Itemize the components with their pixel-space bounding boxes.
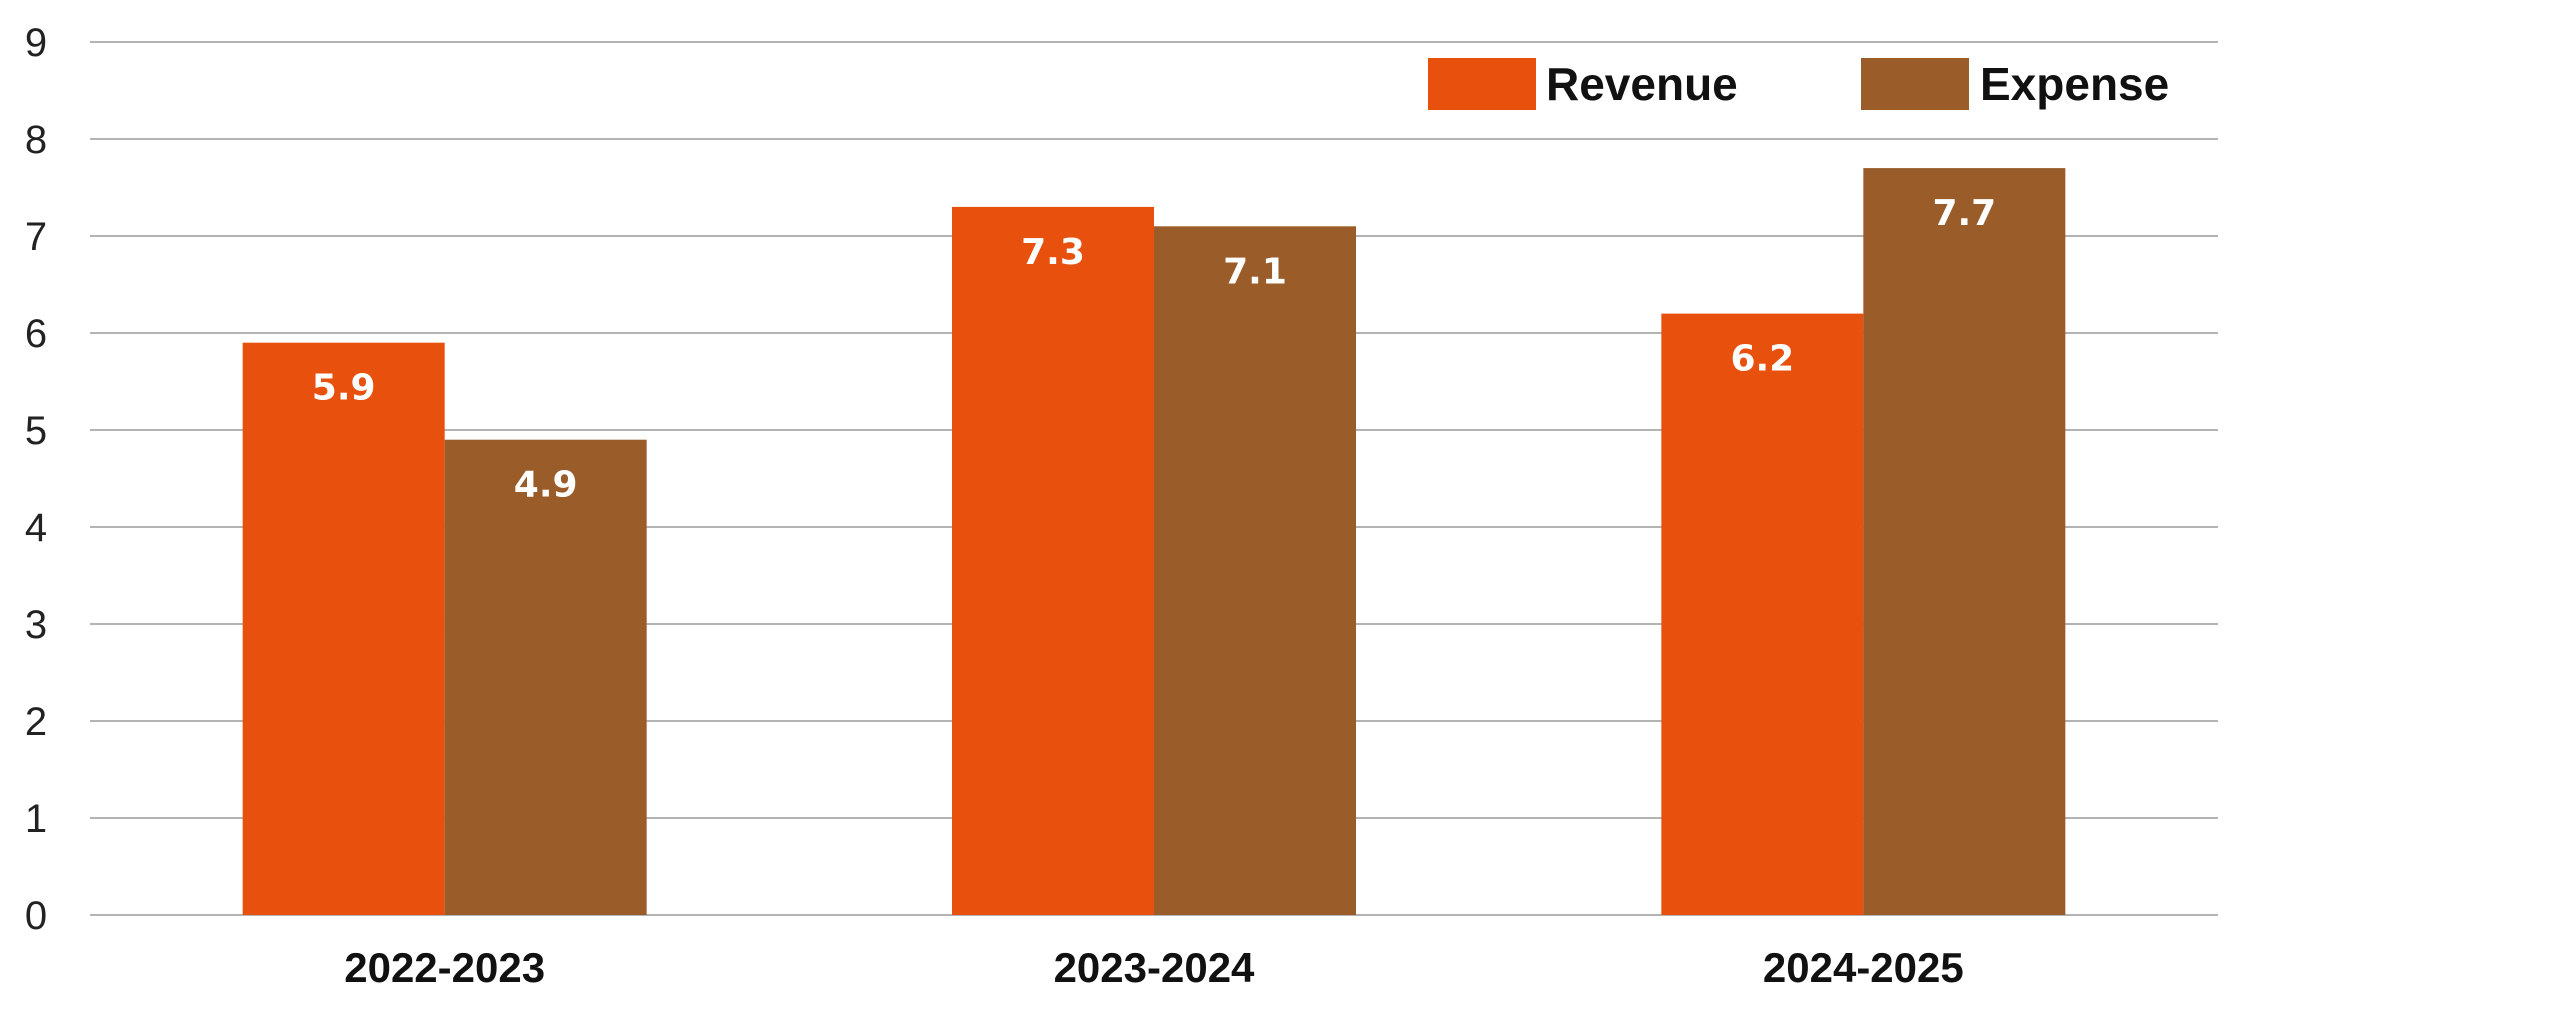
bar-revenue-2024-2025: [1661, 313, 1864, 916]
y-tick-label: 9: [25, 21, 47, 65]
bar-revenue-2022-2023: [242, 342, 445, 915]
y-tick-label: 0: [25, 894, 47, 938]
bar-expense-2022-2023: [444, 439, 647, 915]
y-tick-label: 1: [25, 797, 47, 841]
x-tick-label: 2024-2025: [1763, 944, 1964, 991]
legend-label-revenue: Revenue: [1546, 58, 1738, 110]
y-tick-label: 8: [25, 118, 47, 162]
y-tick-label: 3: [25, 603, 47, 647]
data-label-expense-2023-2024: 7.1: [1223, 251, 1287, 292]
bar-expense-2024-2025: [1863, 168, 2066, 916]
data-label-revenue-2023-2024: 7.3: [1021, 232, 1085, 273]
x-tick-label: 2023-2024: [1054, 944, 1255, 991]
legend-swatch-expense: [1861, 58, 1969, 110]
data-label-revenue-2022-2023: 5.9: [312, 368, 376, 409]
legend: Revenue Expense: [1428, 58, 2169, 110]
data-label-revenue-2024-2025: 6.2: [1730, 339, 1794, 380]
legend-label-expense: Expense: [1980, 58, 2169, 110]
y-tick-label: 6: [25, 312, 47, 356]
bar-revenue-2023-2024: [952, 206, 1154, 915]
x-tick-label: 2022-2023: [344, 944, 545, 991]
bar-expense-2023-2024: [1154, 226, 1356, 916]
x-axis: 2022-2023 2023-2024 2024-2025: [344, 944, 1964, 991]
legend-swatch-revenue: [1428, 58, 1536, 110]
y-tick-label: 4: [25, 506, 47, 550]
data-label-expense-2024-2025: 7.7: [1932, 193, 1996, 234]
data-labels: 5.9 4.9 7.3 7.1 6.2 7.7: [312, 193, 1996, 506]
y-tick-label: 5: [25, 409, 47, 453]
y-tick-label: 2: [25, 700, 47, 744]
data-label-expense-2022-2023: 4.9: [514, 465, 578, 506]
y-tick-label: 7: [25, 215, 47, 259]
y-axis: 0 1 2 3 4 5 6 7 8 9: [25, 21, 47, 938]
bars: [242, 168, 2066, 916]
